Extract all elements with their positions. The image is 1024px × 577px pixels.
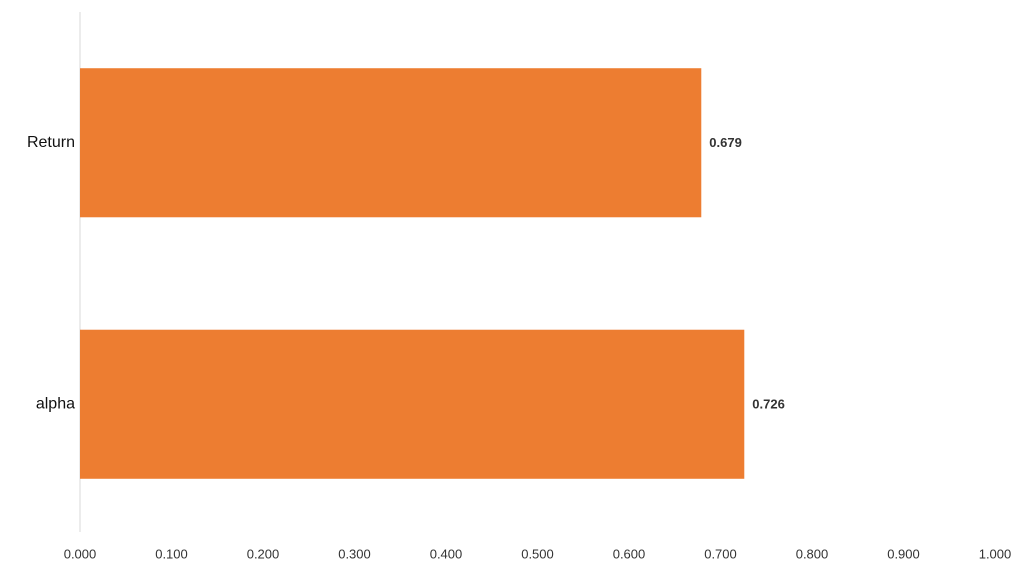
x-tick-label: 0.700: [704, 546, 737, 561]
x-tick-label: 0.900: [887, 546, 920, 561]
y-tick-label: alpha: [36, 395, 75, 412]
value-label: 0.726: [752, 397, 785, 412]
x-tick-label: 0.200: [247, 546, 280, 561]
y-tick-label: Return: [27, 134, 75, 151]
value-label: 0.679: [709, 135, 742, 150]
bar: [80, 329, 745, 479]
x-tick-label: 0.400: [430, 546, 463, 561]
bar: [80, 68, 702, 218]
x-tick-label: 0.300: [338, 546, 371, 561]
x-tick-label: 0.800: [796, 546, 829, 561]
x-tick-label: 0.600: [613, 546, 646, 561]
x-tick-label: 1.000: [979, 546, 1012, 561]
x-tick-label: 0.100: [155, 546, 188, 561]
x-tick-label: 0.500: [521, 546, 554, 561]
x-tick-label: 0.000: [64, 546, 97, 561]
